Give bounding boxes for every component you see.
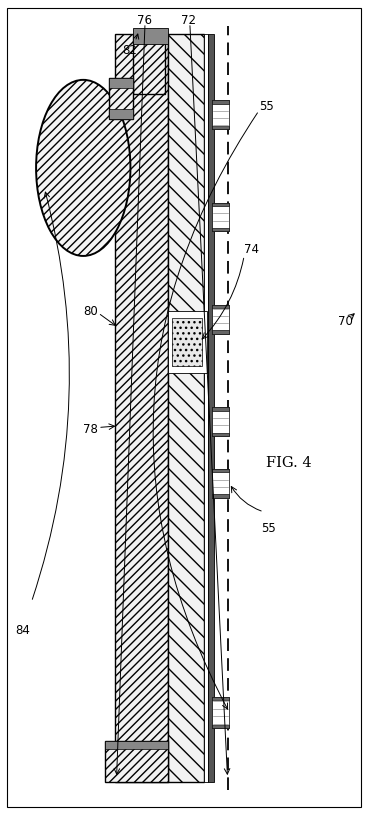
Text: 82: 82 bbox=[122, 34, 139, 57]
Text: 84: 84 bbox=[15, 624, 30, 637]
Bar bbox=[212, 408, 229, 436]
Bar bbox=[212, 125, 229, 129]
Bar bbox=[212, 495, 229, 498]
Text: 55: 55 bbox=[259, 100, 274, 113]
Bar bbox=[212, 100, 229, 129]
Bar bbox=[109, 78, 133, 88]
Bar bbox=[212, 697, 229, 728]
Bar bbox=[212, 203, 229, 206]
Bar bbox=[115, 34, 168, 782]
Bar bbox=[212, 468, 229, 472]
Text: 55: 55 bbox=[261, 522, 276, 535]
Bar bbox=[168, 34, 204, 782]
Bar bbox=[212, 305, 229, 309]
Bar bbox=[212, 330, 229, 334]
Bar bbox=[212, 468, 229, 498]
Text: 76: 76 bbox=[137, 14, 152, 27]
Text: 74: 74 bbox=[244, 243, 259, 256]
Bar bbox=[168, 311, 207, 373]
Bar bbox=[109, 78, 133, 119]
Bar bbox=[105, 741, 168, 749]
Text: 70: 70 bbox=[339, 314, 353, 328]
Bar bbox=[109, 109, 133, 119]
Bar bbox=[212, 101, 229, 104]
Bar bbox=[208, 34, 214, 782]
Text: 80: 80 bbox=[83, 305, 98, 318]
Ellipse shape bbox=[36, 79, 131, 256]
Bar bbox=[212, 725, 229, 728]
Bar bbox=[212, 202, 229, 231]
Bar bbox=[172, 318, 202, 366]
Bar bbox=[212, 408, 229, 411]
Bar bbox=[212, 228, 229, 231]
Bar bbox=[133, 34, 165, 94]
Bar bbox=[133, 28, 168, 44]
Bar bbox=[212, 697, 229, 700]
Bar bbox=[204, 34, 208, 782]
Bar bbox=[105, 741, 168, 782]
Text: 78: 78 bbox=[83, 423, 98, 437]
Bar bbox=[212, 432, 229, 436]
Text: 72: 72 bbox=[181, 14, 196, 27]
Bar bbox=[212, 305, 229, 334]
Text: FIG. 4: FIG. 4 bbox=[266, 455, 312, 470]
